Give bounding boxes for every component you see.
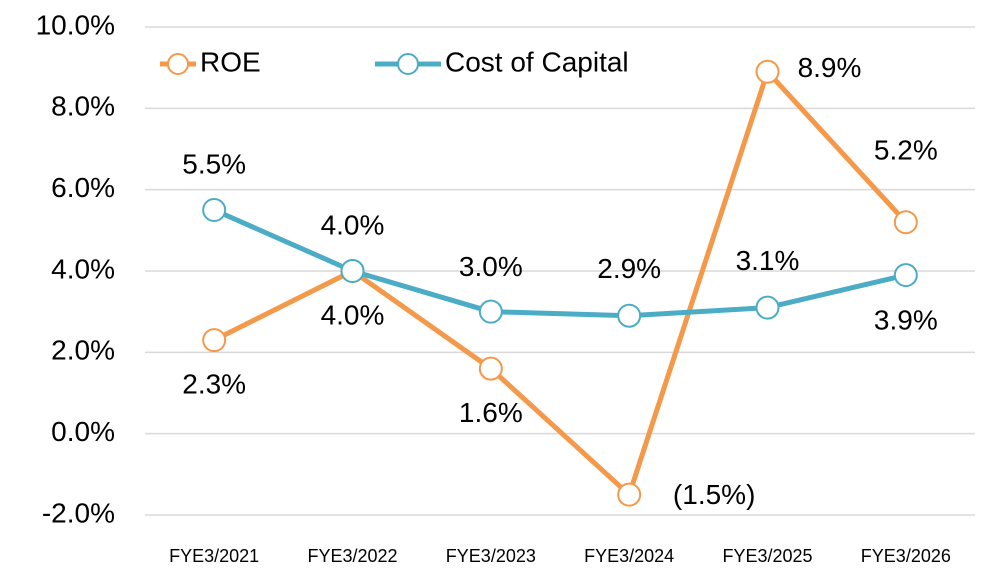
point-marker	[340, 259, 365, 283]
legend-label: Cost of Capital	[445, 46, 629, 77]
y-tick-label: -2.0%	[42, 497, 115, 528]
point-marker	[893, 263, 918, 288]
x-tick-label: FYE3/2025	[722, 546, 812, 566]
y-tick-label: 2.0%	[51, 335, 115, 366]
point-marker	[617, 303, 642, 328]
y-tick-label: 10.0%	[36, 9, 115, 40]
point-marker	[202, 198, 227, 222]
point-marker	[755, 59, 780, 84]
point-marker	[478, 356, 503, 381]
y-tick-label: 4.0%	[51, 253, 115, 284]
legend-label: ROE	[200, 46, 261, 77]
y-tick-label: 8.0%	[51, 91, 115, 122]
legend-marker	[167, 53, 189, 75]
point-marker	[478, 299, 503, 324]
data-label: 3.9%	[874, 304, 938, 335]
point-marker	[202, 328, 227, 353]
x-tick-label: FYE3/2024	[584, 546, 674, 566]
point-marker	[893, 210, 918, 235]
y-tick-label: 0.0%	[51, 416, 115, 447]
data-label: (1.5%)	[673, 479, 755, 510]
x-tick-label: FYE3/2021	[169, 546, 259, 566]
data-label: 2.3%	[182, 369, 246, 400]
series-line	[213, 69, 908, 498]
data-label: 5.2%	[874, 135, 938, 166]
data-label: 5.5%	[182, 148, 246, 179]
y-tick-label: 6.0%	[51, 172, 115, 203]
point-marker	[755, 295, 780, 320]
point-marker	[617, 482, 642, 507]
data-label: 1.6%	[459, 397, 523, 428]
series-line	[213, 207, 907, 319]
data-label: 3.0%	[459, 251, 523, 282]
legend-marker	[397, 53, 419, 75]
x-tick-label: FYE3/2023	[446, 546, 536, 566]
data-label: 2.9%	[597, 253, 661, 284]
data-label: 4.0%	[321, 209, 385, 240]
x-tick-label: FYE3/2026	[861, 546, 951, 566]
x-tick-label: FYE3/2022	[307, 546, 397, 566]
data-label: 4.0%	[321, 299, 385, 330]
data-label: 3.1%	[736, 245, 800, 276]
data-label: 8.9%	[798, 52, 862, 83]
